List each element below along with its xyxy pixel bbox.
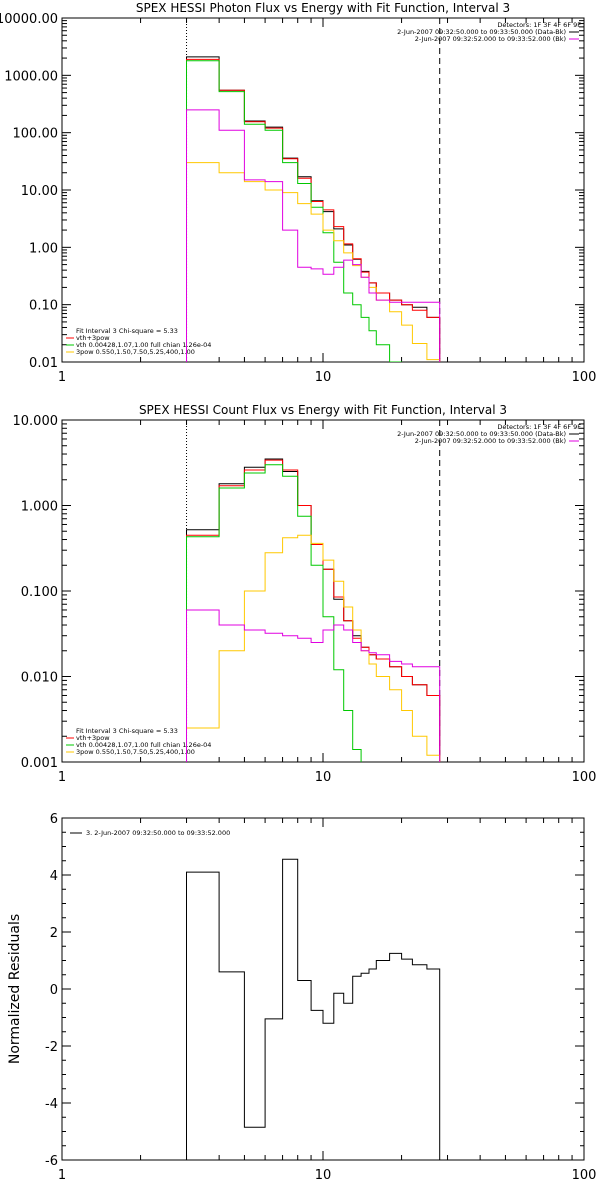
x-tick-label: 1 [58,1168,66,1183]
y-tick-label: 1.00 [29,241,58,256]
x-tick-label: 10 [315,1168,332,1183]
x-tick-label: 1 [58,370,66,385]
legend-entry: Detectors: 1F 3F 4F 6F 9F [497,423,581,431]
series-line-bkg [186,109,441,362]
legend-entry: vth+3pow [76,734,110,742]
y-tick-label: 2 [50,926,58,941]
legend-entry: 2-Jun-2007 09:32:52.000 to 09:33:52.000 … [415,437,566,445]
x-tick-label: 100 [572,770,597,785]
y-tick-label: -6 [45,1154,58,1169]
legend-entry: Fit Interval 3 Chi-square = 5.33 [76,327,178,335]
chart-title: SPEX HESSI Photon Flux vs Energy with Fi… [136,1,510,15]
series-line-vth-3pow [186,459,441,762]
x-tick-label: 1 [58,770,66,785]
y-tick-label: 1000.00 [4,69,58,84]
y-tick-label: 0.10 [29,299,58,314]
legend-entry: 3. 2-Jun-2007 09:32:50.000 to 09:33:52.0… [86,829,230,837]
legend-entry: 2-Jun-2007 09:32:50.000 to 09:33:50.000 … [397,430,566,438]
legend-entry: vth+3pow [76,334,110,342]
y-tick-label: 1.000 [21,500,58,515]
y-tick-label: 10.00 [21,184,58,199]
y-tick-label: 6 [50,812,58,827]
y-tick-label: 100.00 [13,127,59,142]
x-tick-label: 100 [572,370,597,385]
legend-entry: Detectors: 1F 3F 4F 6F 9F [497,21,581,29]
legend-entry: vth 0.00428,1.07,1.00 full chian 1.26e-0… [76,341,211,349]
y-axis-label: Normalized Residuals [7,914,23,1064]
legend-entry: 2-Jun-2007 09:32:50.000 to 09:33:50.000 … [397,28,566,36]
series-line-3-2-jun-2007-09-32-50-000-to-09-33-52-000 [186,858,441,1160]
series-line-data [186,458,441,762]
series-line-vth [186,60,403,362]
y-tick-label: -4 [45,1097,58,1112]
y-tick-label: 0.010 [21,671,58,686]
y-tick-label: 0.01 [29,356,58,371]
x-tick-label: 100 [572,1168,597,1183]
series-line-data [186,56,441,362]
y-tick-label: 0 [50,983,58,998]
series-line-bkg [186,609,441,762]
series-line-3pow [186,162,441,362]
series-line-3pow [186,534,441,762]
x-tick-label: 10 [315,770,332,785]
y-tick-label: 0.100 [21,585,58,600]
legend-entry: 3pow 0.550,1.50,7.50,5.25,400,1.00 [76,348,195,356]
plot-frame [61,17,585,363]
y-tick-label: 0.001 [21,756,58,771]
x-tick-label: 10 [315,370,332,385]
legend-entry: 2-Jun-2007 09:32:52.000 to 09:33:52.000 … [415,35,566,43]
legend-entry: Fit Interval 3 Chi-square = 5.33 [76,727,178,735]
y-tick-label: -2 [45,1040,58,1055]
plot-frame [61,817,585,1161]
series-line-vth-3pow [186,58,441,362]
y-tick-label: 4 [50,869,58,884]
series-line-vth [186,464,362,762]
chart-title: SPEX HESSI Count Flux vs Energy with Fit… [139,403,507,417]
legend-entry: 3pow 0.550,1.50,7.50,5.25,400,1.00 [76,748,195,756]
y-tick-label: 10000.00 [0,12,58,27]
y-tick-label: 10.000 [13,414,59,429]
legend-entry: vth 0.00428,1.07,1.00 full chian 1.26e-0… [76,741,211,749]
